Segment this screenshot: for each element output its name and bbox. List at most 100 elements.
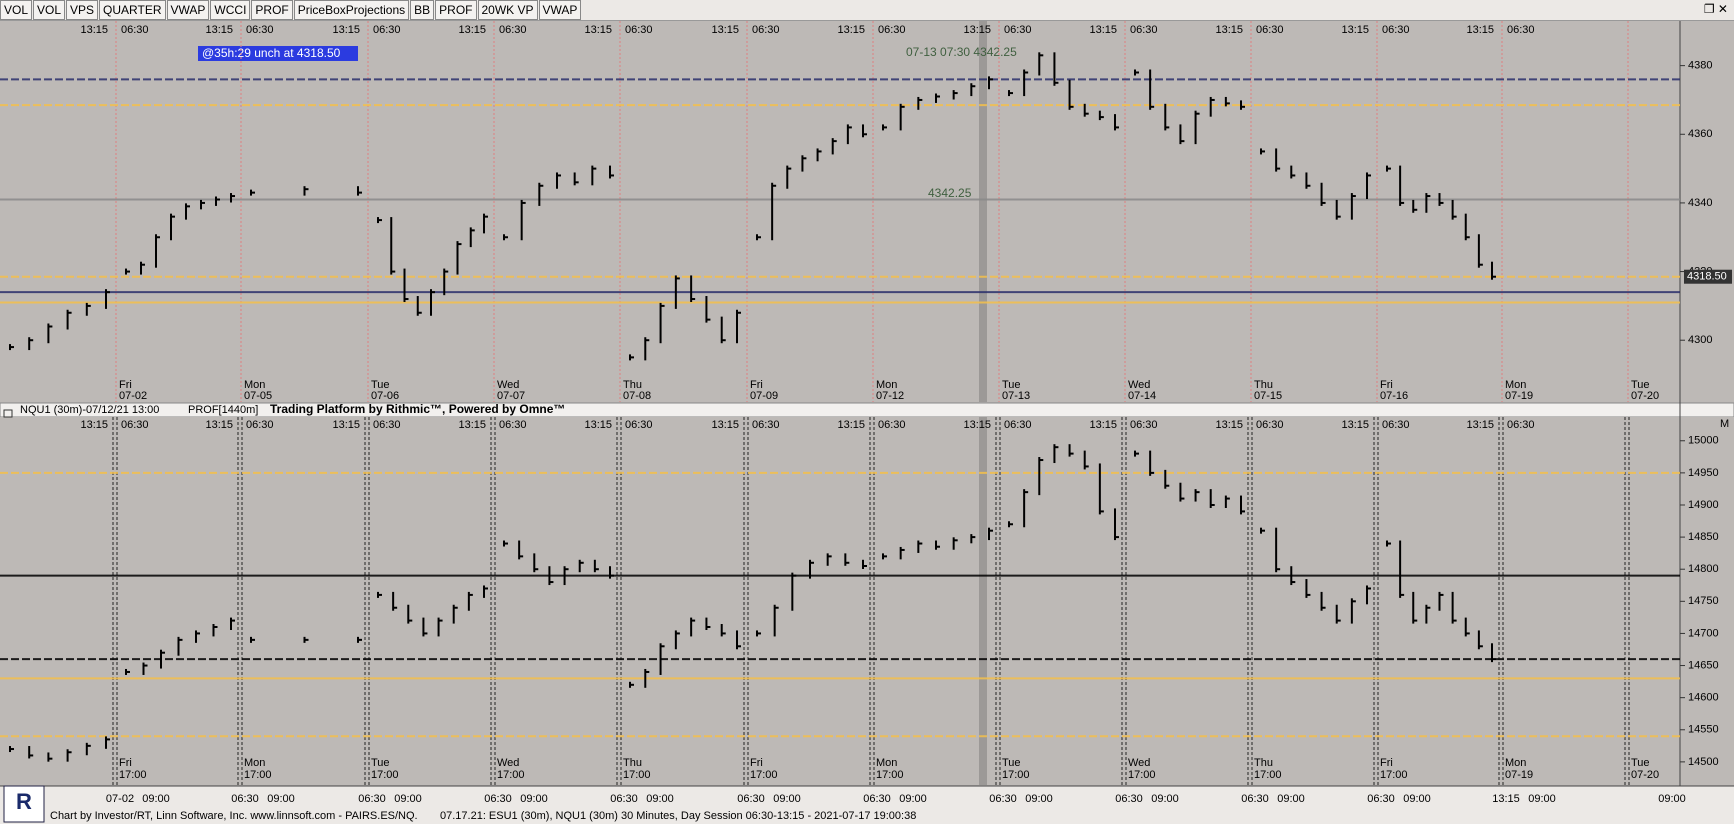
time-axis-label: 09:00 [773, 793, 801, 805]
toolbar-button[interactable]: VPS [66, 0, 99, 20]
day-label: Fri [750, 379, 763, 391]
session-end: 17:00 [1380, 769, 1408, 781]
gap-band [979, 21, 987, 402]
toolbar-button[interactable]: PROF [251, 0, 293, 20]
date-label: 07-15 [1254, 390, 1282, 402]
session-time: 06:30 [1130, 24, 1158, 36]
day-label: Tue [371, 379, 390, 391]
session-time: 13:15 [1215, 24, 1243, 36]
annotation-low: 4342.25 [928, 186, 972, 200]
session-end: 17:00 [876, 769, 904, 781]
session-time: 13:15 [1089, 24, 1117, 36]
session-time: 06:30 [878, 419, 906, 431]
day-label: Fri [1380, 379, 1393, 391]
time-axis-label: 06:30 [989, 793, 1017, 805]
toolbar: VOL VOL VPS QUARTER VWAP WCCI PROF PriceBoxProj… [0, 0, 1734, 21]
date-label: 07-13 [1002, 390, 1030, 402]
toolbar-button[interactable]: PriceBoxProjections [293, 0, 410, 20]
day-label: Mon [244, 379, 265, 391]
toolbar-button[interactable]: VWAP [538, 0, 582, 20]
session-end: 17:00 [371, 769, 399, 781]
logo-mark: R [16, 789, 32, 814]
window-controls[interactable]: ❐ ✕ [1703, 2, 1728, 16]
time-axis-label: 06:30 [1367, 793, 1395, 805]
day-label: Fri [119, 379, 132, 391]
toolbar-button[interactable]: QUARTER [99, 0, 166, 20]
date-label: 07-09 [750, 390, 778, 402]
time-axis-label: 06:30 [358, 793, 386, 805]
session-time: 06:30 [878, 24, 906, 36]
session-time: 06:30 [1507, 24, 1535, 36]
session-end: 17:00 [623, 769, 651, 781]
session-end: 17:00 [1254, 769, 1282, 781]
day-label: Wed [1128, 757, 1150, 769]
y-tick-label: 14850 [1688, 531, 1719, 543]
time-axis-label: 07-02 [106, 793, 134, 805]
toolbar-button[interactable]: BB [410, 0, 435, 20]
day-label: Mon [876, 757, 897, 769]
separator-bar [0, 402, 1734, 418]
y-tick-label: 4300 [1688, 334, 1712, 346]
panel-corner[interactable]: M [1720, 418, 1729, 430]
session-time: 06:30 [1256, 419, 1284, 431]
date-label: 07-16 [1380, 390, 1408, 402]
toolbar-button[interactable]: WCCI [210, 0, 251, 20]
day-label: Tue [1002, 757, 1021, 769]
session-time: 13:15 [1466, 24, 1494, 36]
time-axis-label: 09:00 [520, 793, 548, 805]
separator-symbol: NQU1 (30m)-07/12/21 13:00 [20, 404, 159, 416]
date-label: 07-19 [1505, 769, 1533, 781]
time-axis-label: 06:30 [737, 793, 765, 805]
session-time: 06:30 [121, 24, 149, 36]
day-label: Tue [1002, 379, 1021, 391]
day-label: Mon [876, 379, 897, 391]
session-time: 06:30 [1004, 419, 1032, 431]
time-axis-label: 09:00 [1403, 793, 1431, 805]
session-time: 06:30 [1256, 24, 1284, 36]
toolbar-button[interactable]: VOL [33, 0, 66, 20]
gap-band [979, 417, 987, 785]
session-time: 06:30 [121, 419, 149, 431]
y-tick-label: 14550 [1688, 724, 1719, 736]
close-icon[interactable] [3, 409, 13, 418]
time-axis-label: 09:00 [267, 793, 295, 805]
y-tick-label: 14650 [1688, 659, 1719, 671]
time-axis-label: 06:30 [863, 793, 891, 805]
footer-details: 07.17.21: ESU1 (30m), NQU1 (30m) 30 Minu… [440, 810, 916, 822]
y-tick-label: 4380 [1688, 60, 1712, 72]
session-time: 13:15 [1341, 24, 1369, 36]
session-time: 06:30 [373, 24, 401, 36]
date-label: 07-02 [119, 390, 147, 402]
day-label: Mon [1505, 379, 1526, 391]
session-time: 13:15 [584, 419, 612, 431]
y-tick-label: 14600 [1688, 692, 1719, 704]
y-tick-label: 14950 [1688, 467, 1719, 479]
day-label: Mon [1505, 757, 1526, 769]
session-time: 06:30 [752, 419, 780, 431]
date-label: 07-06 [371, 390, 399, 402]
time-axis-label: 06:30 [1241, 793, 1269, 805]
time-axis-label: 09:00 [1025, 793, 1053, 805]
session-time: 13:15 [837, 419, 865, 431]
time-axis-label: 13:15 [1492, 793, 1520, 805]
day-label: Thu [1254, 379, 1273, 391]
session-time: 13:15 [80, 24, 108, 36]
footer-credit: Chart by Investor/RT, Linn Software, Inc… [50, 810, 418, 822]
day-label: Wed [497, 379, 519, 391]
day-label: Fri [750, 757, 763, 769]
y-tick-label: 4340 [1688, 197, 1712, 209]
date-label: 07-07 [497, 390, 525, 402]
toolbar-button[interactable]: VWAP [166, 0, 210, 20]
session-time: 06:30 [1130, 419, 1158, 431]
date-label: 07-12 [876, 390, 904, 402]
day-label: Thu [623, 757, 642, 769]
session-end: 17:00 [750, 769, 778, 781]
toolbar-button[interactable]: VOL [0, 0, 33, 20]
toolbar-button[interactable]: PROF [435, 0, 477, 20]
session-time: 13:15 [205, 24, 233, 36]
date-label: 07-19 [1505, 390, 1533, 402]
toolbar-button[interactable]: 20WK VP [477, 0, 538, 20]
session-time: 13:15 [1341, 419, 1369, 431]
session-time: 06:30 [246, 419, 274, 431]
time-axis-label: 09:00 [1277, 793, 1305, 805]
